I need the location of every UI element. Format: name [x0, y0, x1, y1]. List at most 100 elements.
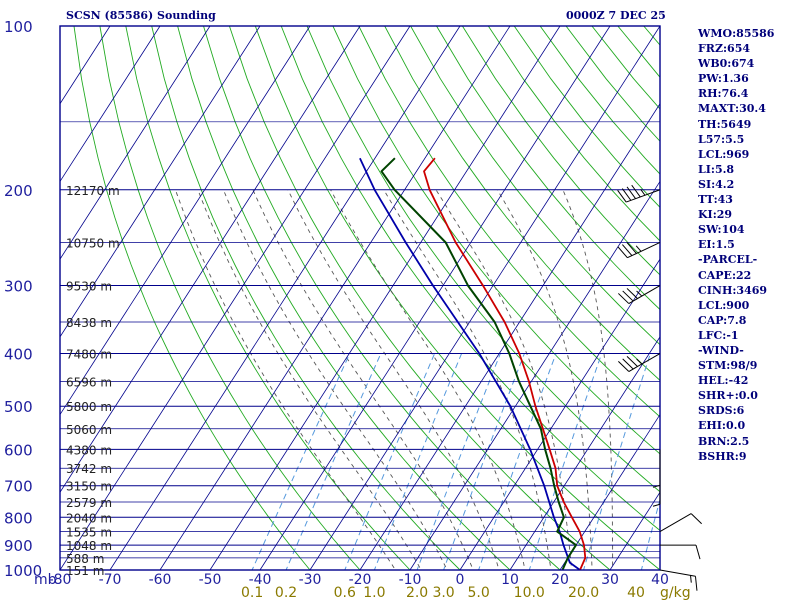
wind-barb-flag	[694, 576, 698, 591]
parcel-trace-line	[359, 157, 581, 570]
wind-barb-flag	[617, 189, 627, 203]
height-label: 1535 m	[66, 526, 112, 540]
dry-adiabat-line	[332, 26, 660, 455]
wind-barb-flag	[626, 288, 638, 299]
wind-barb-half-flag	[640, 189, 646, 196]
moist-adiabat-line	[222, 189, 448, 570]
wind-barb-flag	[626, 356, 638, 367]
dry-adiabat-line	[73, 26, 311, 570]
isotherm-line	[209, 26, 561, 570]
wind-barb-flag	[626, 242, 637, 254]
index-line: LCL:969	[698, 147, 750, 161]
index-line: CINH:3469	[698, 283, 768, 297]
index-line: HEL:-42	[698, 374, 749, 388]
height-label: 3742 m	[66, 462, 112, 476]
pressure-tick-label: 700	[4, 478, 33, 496]
temperature-tick-label: -40	[249, 572, 272, 588]
index-line: -WIND-	[698, 343, 744, 357]
mixing-ratio-label: 3.0	[432, 585, 454, 600]
dry-adiabat-line	[436, 26, 660, 311]
index-line: SRDS:6	[698, 404, 745, 418]
pressure-tick-label: 800	[4, 509, 33, 527]
dry-adiabat-line	[203, 26, 561, 570]
mixing-ratio-label: 20.0	[568, 585, 599, 600]
height-label: 4380 m	[66, 443, 112, 457]
pressure-tick-label: 300	[4, 278, 33, 296]
wind-barb-flag	[618, 293, 630, 304]
mixing-ratio-line	[583, 353, 651, 570]
pressure-tick-label: 900	[4, 537, 33, 555]
dry-adiabat-line	[125, 26, 411, 570]
temperature-tick-label: 0	[456, 572, 465, 588]
isotherm-line	[459, 258, 660, 570]
moist-adiabat-line	[562, 189, 614, 570]
temperature-tick-label: -70	[99, 572, 122, 588]
isotherm-line	[60, 26, 261, 338]
mixing-ratio-line	[251, 353, 351, 570]
wind-barb-flag	[618, 361, 630, 372]
pressure-tick-label: 600	[4, 441, 33, 459]
index-line: SHR+:0.0	[698, 389, 758, 403]
index-line: LI:5.8	[698, 162, 735, 176]
index-line: TH:5649	[698, 117, 752, 131]
isotherm-line	[559, 413, 660, 570]
temperature-tick-label: 20	[551, 572, 569, 588]
index-line: MAXT:30.4	[698, 102, 766, 116]
index-line: KI:29	[698, 208, 733, 222]
dry-adiabat-line	[462, 26, 660, 276]
mixing-ratio-label: 0.1	[241, 585, 263, 600]
index-line: TT:43	[698, 193, 733, 207]
wind-barb-half-flag	[636, 290, 643, 297]
dry-adiabat-line	[228, 26, 611, 570]
mixing-ratio-line	[443, 353, 525, 570]
height-label: 10750 m	[66, 236, 120, 250]
wind-barb-staff	[628, 285, 661, 304]
mixing-ratio-label: 0.2	[275, 585, 297, 600]
wind-barb-half-flag	[636, 358, 643, 365]
height-label: 588 m	[66, 552, 104, 566]
height-label: 151 m	[66, 564, 104, 578]
temperature-trace-line	[423, 157, 587, 570]
wind-barb-flag	[622, 358, 634, 370]
pressure-tick-label: 1000	[4, 562, 42, 580]
mixing-ratio-label: 10.0	[514, 585, 545, 600]
wind-barb-flag	[695, 544, 701, 560]
wind-barb-staff	[659, 513, 692, 533]
isotherm-line	[359, 102, 660, 570]
wind-barb-flag	[621, 188, 632, 201]
plot-area	[60, 26, 660, 570]
wind-barb-half-flag	[652, 503, 661, 507]
height-label: 5060 m	[66, 423, 112, 437]
height-label: 7480 m	[66, 348, 112, 362]
mixing-ratio-label: 0.6	[334, 585, 356, 600]
height-label: 3150 m	[66, 480, 112, 494]
moist-adiabat-line	[197, 189, 422, 570]
height-label: 6596 m	[66, 375, 112, 389]
temperature-tick-label: -50	[199, 572, 222, 588]
index-line: CAP:7.8	[698, 313, 747, 327]
index-line: STM:98/9	[698, 359, 758, 373]
mixing-ratio-line	[528, 353, 603, 570]
pressure-tick-label: 400	[4, 346, 33, 364]
index-line: CAPE:22	[698, 268, 752, 282]
isotherm-line	[259, 26, 611, 570]
height-label: 1048 m	[66, 539, 112, 553]
dry-adiabat-line	[151, 26, 461, 570]
temperature-tick-label: -20	[349, 572, 372, 588]
moist-adiabat-line	[252, 189, 474, 570]
index-line: BSHR:9	[698, 449, 747, 463]
wind-barb-flag	[690, 513, 702, 525]
index-line: PW:1.36	[698, 72, 749, 86]
mixing-ratio-label: 5.0	[467, 585, 489, 600]
wind-barb-half-flag	[635, 245, 642, 252]
index-line: BRN:2.5	[698, 434, 750, 448]
chart-title: SCSN (85586) Sounding	[66, 9, 216, 22]
temperature-tick-label: -80	[49, 572, 72, 588]
isotherm-line	[60, 26, 161, 183]
index-line: -PARCEL-	[698, 253, 758, 267]
temperature-tick-label: 10	[501, 572, 519, 588]
height-label: 9530 m	[66, 280, 112, 294]
moist-adiabat-line	[497, 189, 593, 570]
index-line: EI:1.5	[698, 238, 735, 252]
